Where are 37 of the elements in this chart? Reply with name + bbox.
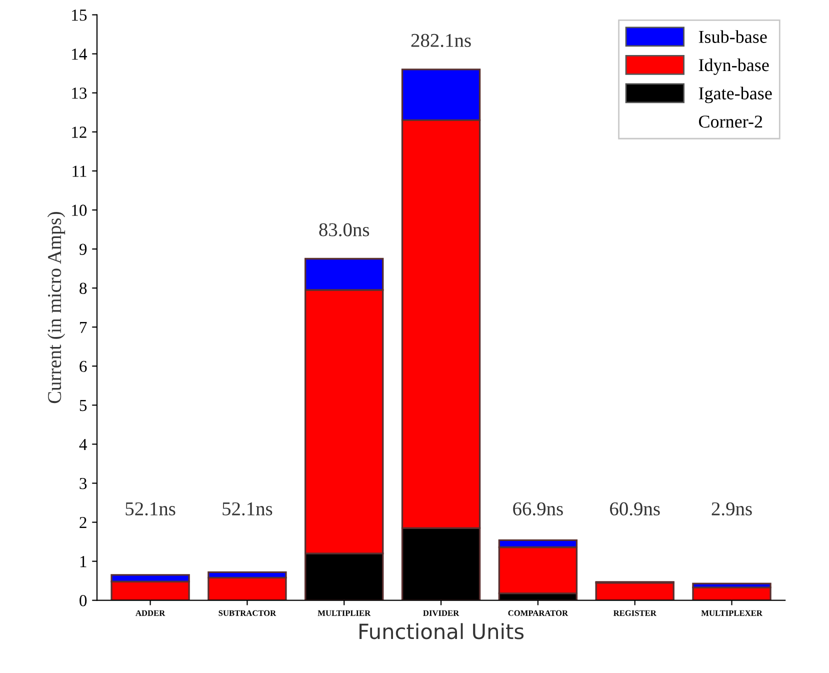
x-tick-label: DIVIDER <box>423 610 460 616</box>
annotation: 2.9ns <box>712 502 752 516</box>
y-tick-label: 10 <box>72 204 87 216</box>
annotation: 52.1ns <box>126 502 176 516</box>
y-tick-label: 4 <box>79 438 88 450</box>
y-tick-label: 0 <box>80 595 87 606</box>
y-tick-label: 1 <box>80 556 86 568</box>
x-tick-label: ADDER <box>136 610 166 616</box>
legend-label: Isub-base <box>698 30 767 43</box>
y-tick-label: 15 <box>72 10 87 21</box>
y-tick-label: 12 <box>72 126 86 138</box>
x-tick-label: COMPARATOR <box>508 610 568 616</box>
x-tick-label: SUBTRACTOR <box>218 610 276 616</box>
annotation: 66.9ns <box>513 502 563 516</box>
y-tick-label: 13 <box>72 88 87 99</box>
y-tick-label: 2 <box>80 516 86 528</box>
legend-title: Corner-2 <box>698 116 762 128</box>
x-axis-title: Functional Units <box>360 623 524 640</box>
y-tick-label: 5 <box>80 400 87 412</box>
legend-label: Idyn-base <box>698 58 769 75</box>
x-tick-label: MULTIPLEXER <box>701 610 762 616</box>
legend-label: Igate-base <box>698 86 772 104</box>
y-tick-label: 3 <box>80 478 87 490</box>
y-tick-label: 7 <box>80 322 87 333</box>
annotation: 52.1ns <box>222 502 272 516</box>
x-tick-label: MULTIPLIER <box>318 610 371 616</box>
y-tick-label: 9 <box>79 244 87 255</box>
annotation: 60.9ns <box>610 502 660 516</box>
annotation: 83.0ns <box>319 223 370 236</box>
y-tick-label: 8 <box>80 282 87 294</box>
annotation: 282.1ns <box>411 34 471 48</box>
y-axis-title: Current (in micro Amps) <box>47 212 66 404</box>
y-tick-label: 6 <box>80 360 87 372</box>
x-tick-label: REGISTER <box>613 610 656 616</box>
y-tick-label: 11 <box>72 166 86 177</box>
y-tick-label: 14 <box>72 48 88 60</box>
bar <box>595 582 674 600</box>
